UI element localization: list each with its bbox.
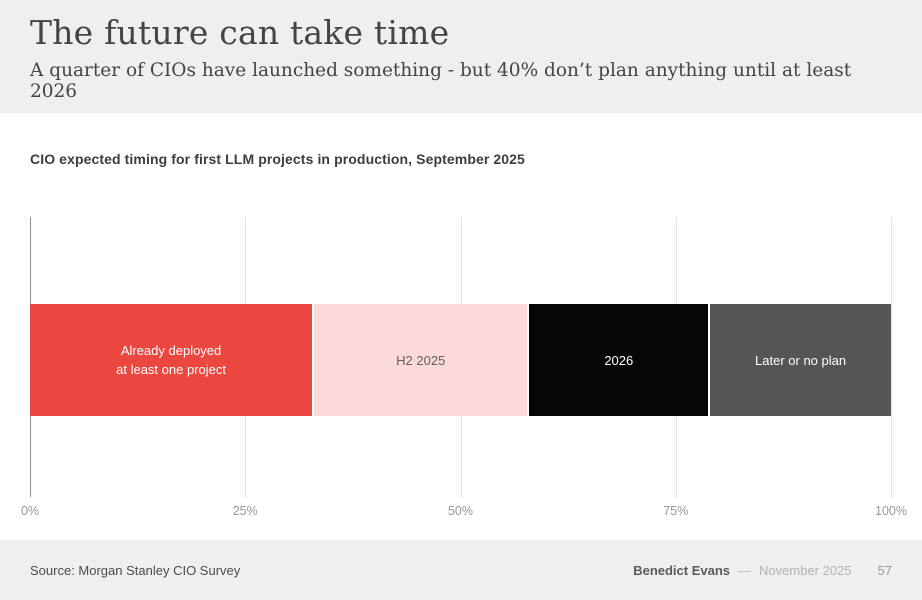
x-axis-tick-label: 75%: [663, 504, 689, 518]
bar-segment-h2-2025: H2 2025: [314, 304, 530, 416]
page-subtitle: A quarter of CIOs have launched somethin…: [30, 60, 852, 102]
x-axis-tick-label: 25%: [232, 504, 258, 518]
slide-footer: Source: Morgan Stanley CIO Survey Benedi…: [0, 540, 922, 600]
chart-title: CIO expected timing for first LLM projec…: [30, 151, 525, 167]
stacked-bar-chart: Already deployed at least one project H2 …: [21, 217, 907, 518]
bar-segment-label: 2026: [604, 352, 634, 368]
footer-credits: Benedict Evans — November 2025 57: [633, 563, 892, 578]
page-title: The future can take time: [30, 13, 450, 52]
source-text: Source: Morgan Stanley CIO Survey: [30, 562, 241, 578]
bar-segment-2026: 2026: [529, 304, 711, 416]
bar-segment-label: Already deployed at least one project: [116, 343, 226, 377]
footer-date: November 2025: [759, 562, 852, 578]
gridline: [891, 217, 892, 497]
x-axis-tick-label: 50%: [447, 504, 474, 518]
bar-segment-already-deployed: Already deployed at least one project: [30, 304, 315, 416]
footer-separator: —: [738, 562, 752, 578]
x-axis-tick-label: 100%: [875, 504, 907, 518]
x-axis-tick-label: 0%: [20, 504, 40, 518]
bar-segment-label: Later or no plan: [755, 352, 847, 368]
stacked-bar: Already deployed at least one project H2 …: [30, 304, 891, 416]
bar-segment-later-or-no-plan: Later or no plan: [710, 304, 891, 416]
slide-header: The future can take time A quarter of CI…: [0, 0, 922, 113]
author-name: Benedict Evans: [633, 562, 731, 578]
page-number: 57: [877, 562, 892, 578]
bar-segment-label: H2 2025: [396, 352, 446, 368]
